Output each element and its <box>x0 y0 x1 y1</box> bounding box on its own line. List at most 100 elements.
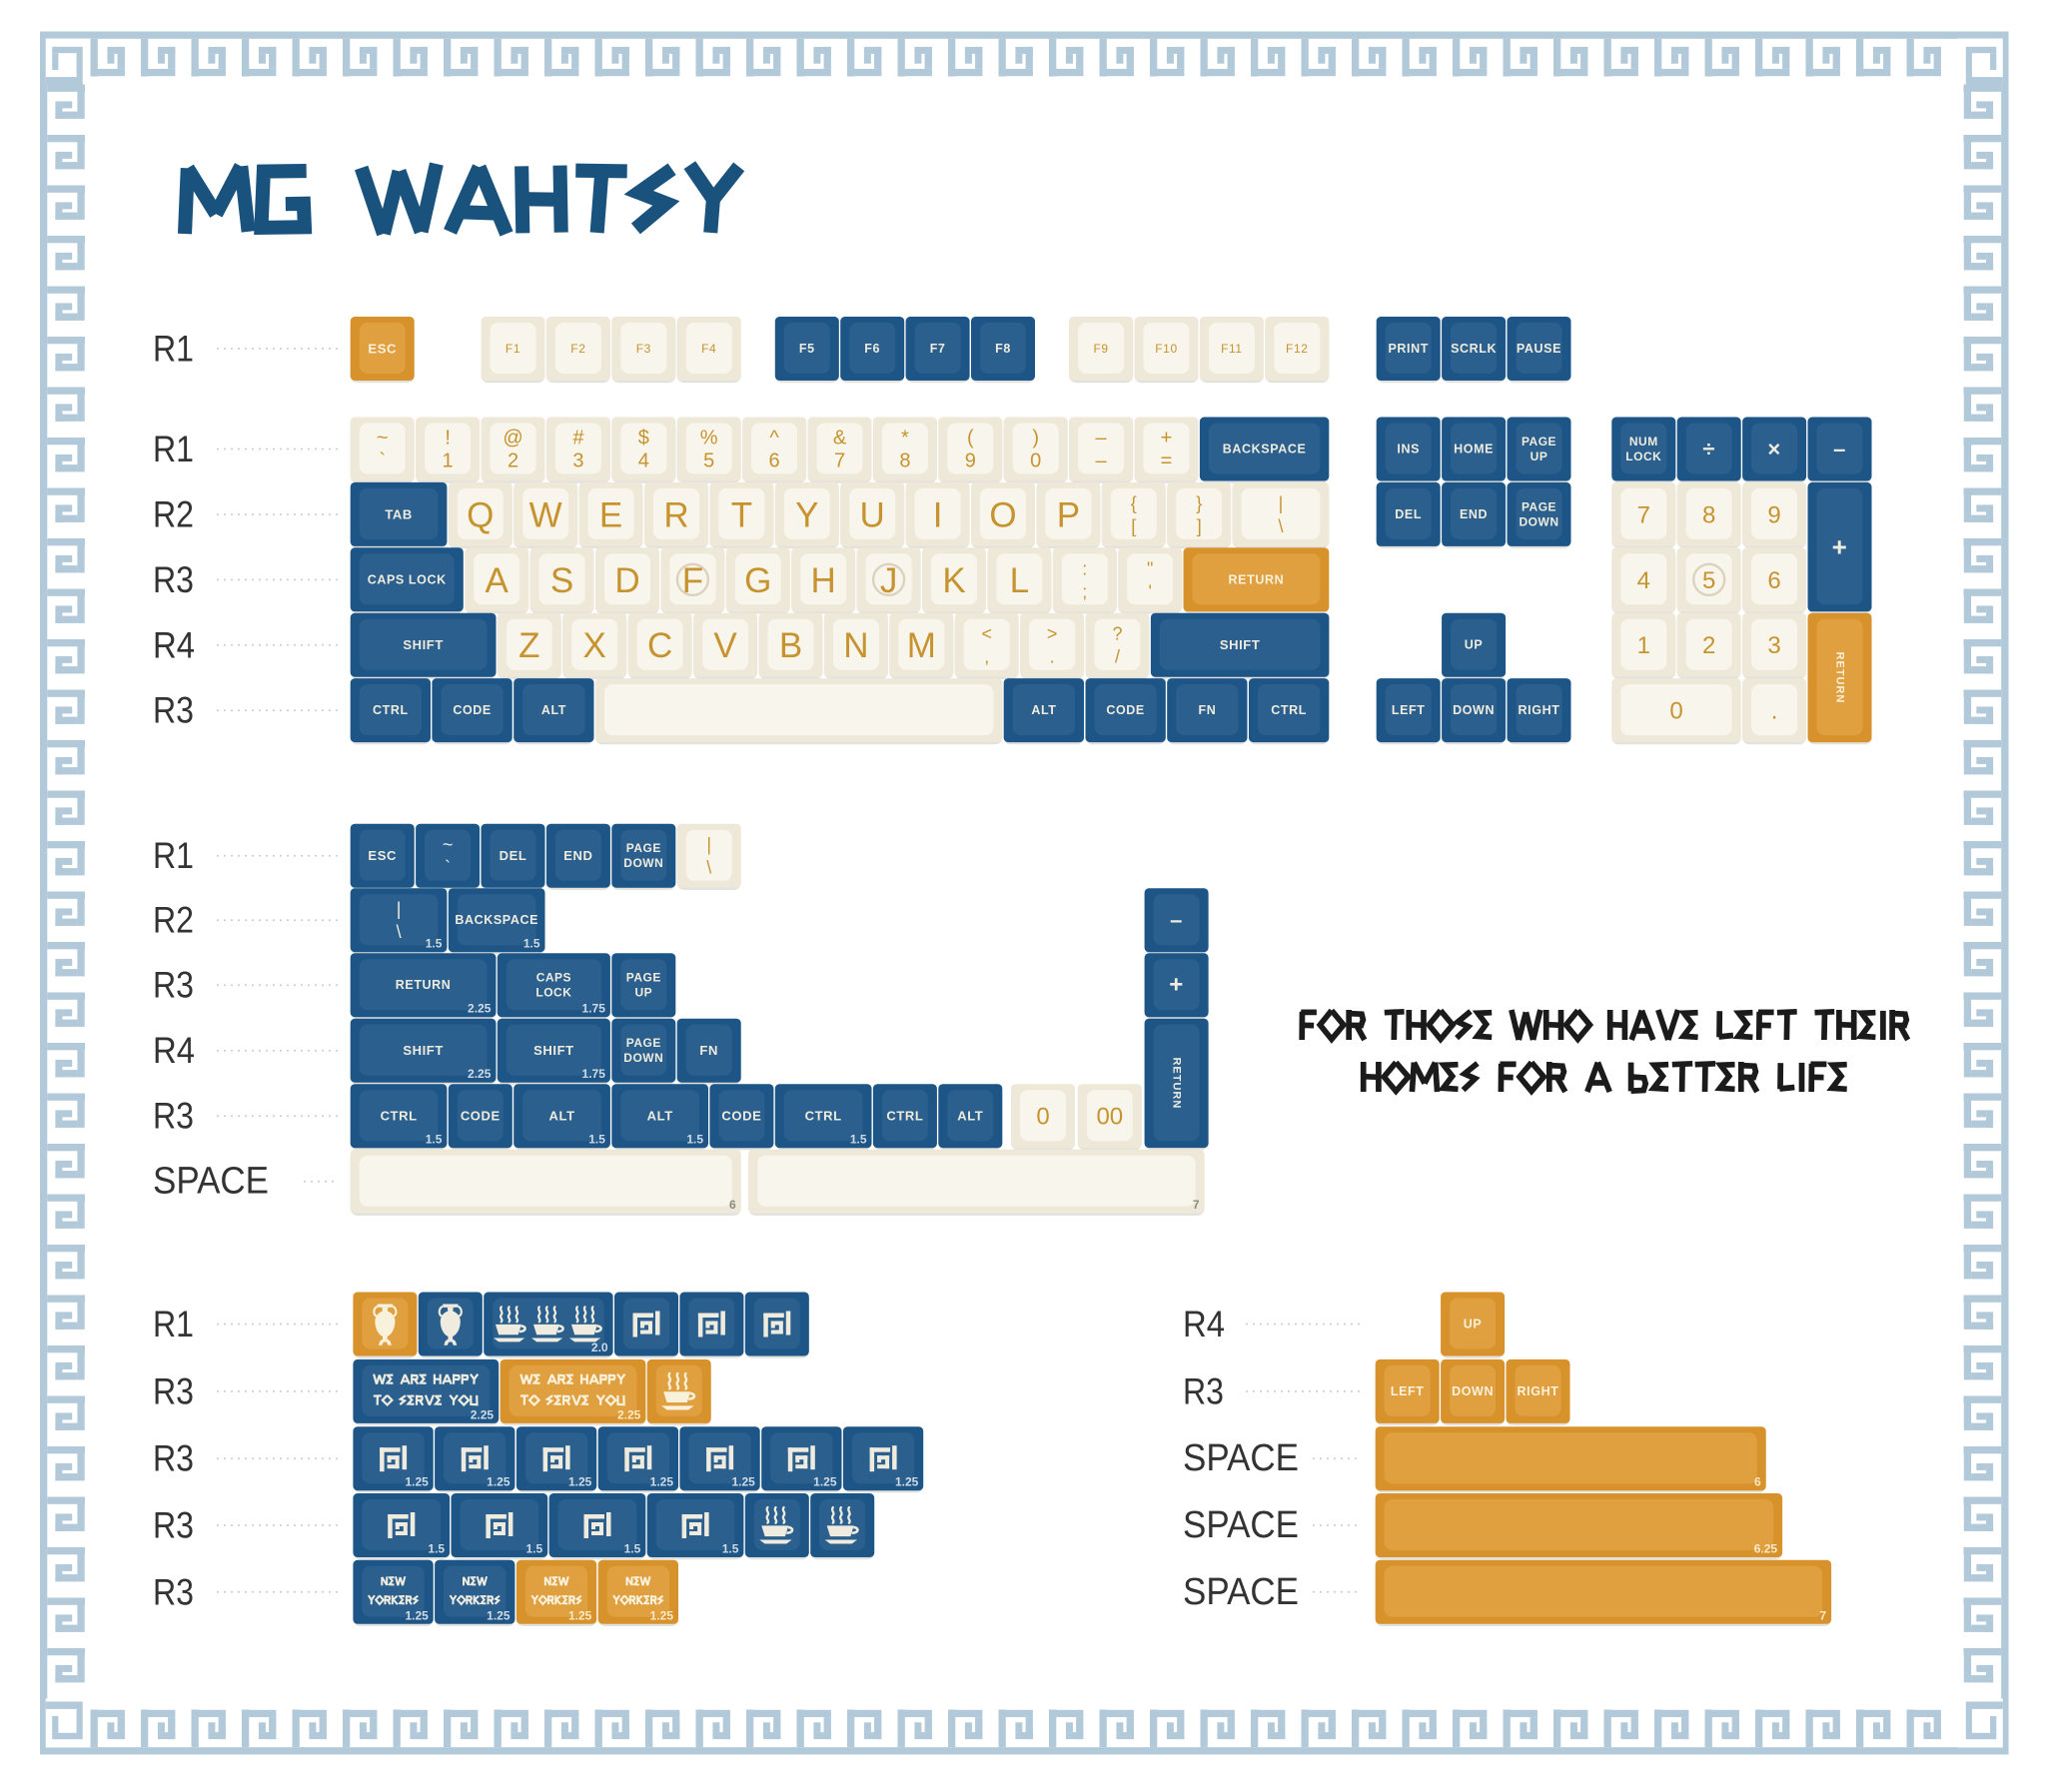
svg-text:UP: UP <box>634 986 652 1000</box>
svg-text:LOCK: LOCK <box>1625 449 1661 463</box>
svg-text:RETURN: RETURN <box>1171 1057 1183 1109</box>
svg-text:TAB: TAB <box>385 506 413 521</box>
svg-text:&: & <box>833 428 847 449</box>
svg-text:|: | <box>397 899 402 919</box>
svg-text:.: . <box>1771 698 1778 725</box>
svg-text:F6: F6 <box>864 342 880 356</box>
svg-text:}: } <box>1196 493 1202 513</box>
svg-text:9: 9 <box>1767 501 1780 528</box>
svg-text:/: / <box>1115 647 1120 667</box>
svg-text:SHIFT: SHIFT <box>533 1043 574 1058</box>
svg-text:#: # <box>572 428 584 449</box>
svg-text:PAGE: PAGE <box>626 841 661 855</box>
svg-text:N: N <box>843 626 868 665</box>
svg-text:`: ` <box>445 858 451 878</box>
svg-text:4: 4 <box>638 450 649 472</box>
svg-text:1.25: 1.25 <box>487 1608 511 1622</box>
svg-text:4: 4 <box>1637 567 1650 594</box>
svg-text:ALT: ALT <box>549 1109 575 1124</box>
svg-text:SHIFT: SHIFT <box>403 637 444 652</box>
svg-text:X: X <box>583 626 606 665</box>
svg-text:\: \ <box>397 922 402 942</box>
svg-text:6: 6 <box>769 450 780 472</box>
svg-text:{: { <box>1131 493 1137 513</box>
svg-text:NUM: NUM <box>1629 435 1658 448</box>
svg-text:PAGE: PAGE <box>626 1036 661 1050</box>
svg-text:7: 7 <box>834 450 845 472</box>
svg-text:UP: UP <box>1465 638 1484 652</box>
svg-text:FN: FN <box>699 1043 718 1058</box>
svg-text:1.25: 1.25 <box>487 1475 511 1489</box>
svg-text:6.25: 6.25 <box>1754 1542 1778 1556</box>
svg-text:Q: Q <box>467 495 494 534</box>
svg-text:6: 6 <box>729 1198 736 1212</box>
svg-text:ALT: ALT <box>957 1109 983 1124</box>
svg-text:1.25: 1.25 <box>568 1608 592 1622</box>
svg-text:1.5: 1.5 <box>588 1133 605 1147</box>
svg-text:–: – <box>1170 908 1183 933</box>
svg-text::: : <box>1082 558 1087 578</box>
svg-text:FN: FN <box>1198 703 1216 717</box>
svg-text:R3: R3 <box>153 1096 194 1137</box>
svg-text:DOWN: DOWN <box>1520 514 1559 528</box>
svg-text:2.25: 2.25 <box>617 1407 641 1421</box>
svg-text:UP: UP <box>1464 1318 1483 1332</box>
svg-text:R4: R4 <box>153 1030 195 1071</box>
svg-text:PRINT: PRINT <box>1388 342 1429 356</box>
svg-text:|: | <box>1279 493 1284 513</box>
svg-text:R3: R3 <box>153 690 194 731</box>
svg-text:DOWN: DOWN <box>623 856 663 870</box>
svg-text:CTRL: CTRL <box>805 1109 842 1124</box>
svg-text:R3: R3 <box>153 559 194 600</box>
svg-text:\: \ <box>1278 516 1283 536</box>
svg-text:0: 0 <box>1036 1104 1049 1131</box>
svg-text:+: + <box>1832 532 1848 562</box>
svg-text:2.25: 2.25 <box>471 1407 495 1421</box>
svg-text:F10: F10 <box>1155 342 1177 356</box>
svg-text:1.25: 1.25 <box>568 1475 592 1489</box>
svg-text:R4: R4 <box>153 624 195 665</box>
svg-text:F4: F4 <box>701 342 716 356</box>
svg-text:UP: UP <box>1531 449 1548 463</box>
svg-text:ESC: ESC <box>368 342 397 357</box>
svg-text:A: A <box>486 561 510 600</box>
svg-text:BACKSPACE: BACKSPACE <box>455 913 538 927</box>
svg-text:|: | <box>706 835 711 855</box>
svg-text:~: ~ <box>377 428 389 449</box>
svg-text:SHIFT: SHIFT <box>1220 637 1261 652</box>
svg-text:1.5: 1.5 <box>850 1133 867 1147</box>
svg-text:>: > <box>1047 624 1058 644</box>
svg-text:R3: R3 <box>153 1571 194 1612</box>
svg-text:L: L <box>1010 561 1029 600</box>
svg-text:PAGE: PAGE <box>626 971 661 985</box>
svg-text:F: F <box>682 561 703 600</box>
svg-text:2: 2 <box>1702 632 1715 659</box>
svg-text:$: $ <box>638 428 649 449</box>
svg-text:+: + <box>1161 428 1173 449</box>
svg-text:R3: R3 <box>153 1505 194 1546</box>
svg-text:V: V <box>713 626 737 665</box>
svg-text:RETURN: RETURN <box>1834 651 1846 703</box>
svg-text:!: ! <box>445 428 451 449</box>
svg-text:1.5: 1.5 <box>624 1542 641 1556</box>
svg-text:6: 6 <box>1767 567 1780 594</box>
svg-text:LEFT: LEFT <box>1391 1384 1425 1398</box>
svg-text:SPACE: SPACE <box>153 1161 269 1203</box>
svg-text:R3: R3 <box>1183 1370 1224 1411</box>
svg-text:F5: F5 <box>799 342 815 356</box>
svg-text:÷: ÷ <box>1702 437 1715 461</box>
svg-text:1.25: 1.25 <box>731 1475 755 1489</box>
svg-text:R2: R2 <box>153 900 194 941</box>
svg-text:END: END <box>1460 507 1488 521</box>
svg-text:SPACE: SPACE <box>1183 1571 1299 1613</box>
svg-text:;: ; <box>1082 581 1087 601</box>
svg-text:LEFT: LEFT <box>1392 703 1426 717</box>
svg-text:R3: R3 <box>153 965 194 1006</box>
svg-text:×: × <box>1767 437 1780 461</box>
svg-text:ALT: ALT <box>1031 703 1056 717</box>
svg-text:P: P <box>1057 495 1080 534</box>
svg-text:END: END <box>563 848 592 863</box>
svg-text:1.25: 1.25 <box>813 1475 837 1489</box>
svg-text:CODE: CODE <box>721 1109 761 1124</box>
svg-text:DEL: DEL <box>500 848 527 863</box>
